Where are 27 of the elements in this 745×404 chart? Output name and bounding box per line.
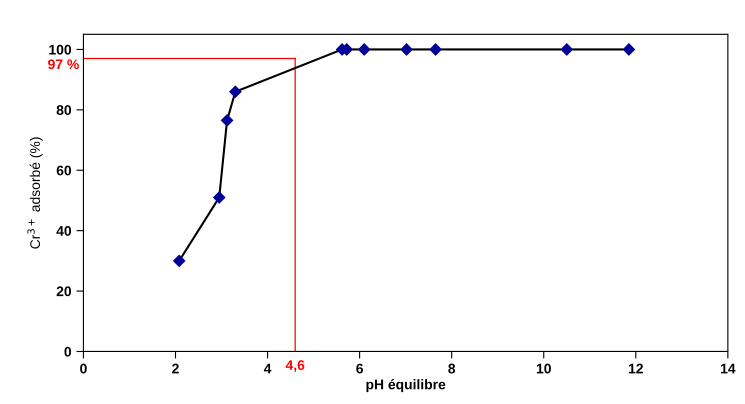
- point: [173, 254, 186, 267]
- point: [358, 43, 370, 56]
- y-tick-label: 60: [56, 166, 72, 176]
- x-tick-label: 4: [264, 364, 272, 374]
- y-tick-label: 0: [64, 346, 72, 357]
- y-axis-title: Cr$^{3+}$ adsorbé (%): [27, 137, 43, 249]
- point: [213, 191, 226, 204]
- y-tick-label: 20: [56, 286, 72, 296]
- x-tick-label: 0: [80, 364, 87, 374]
- x-axis-title: pH équilibre: [366, 379, 446, 392]
- y-tick-label: 40: [56, 226, 72, 236]
- point: [560, 43, 573, 56]
- point: [400, 43, 413, 56]
- y-tick-label: 100: [49, 44, 72, 55]
- point: [220, 114, 234, 127]
- point: [229, 86, 242, 98]
- x-tick-label: 12: [628, 364, 643, 374]
- x-tick-label: 10: [536, 364, 551, 374]
- x-tick-label: 2: [172, 364, 179, 374]
- x-tick-label: 8: [448, 364, 456, 374]
- point: [429, 43, 442, 56]
- x-tick-label: 6: [356, 364, 363, 374]
- ref-line-label: 4,6: [286, 360, 304, 372]
- point: [622, 43, 635, 56]
- x-tick-label: 14: [721, 364, 736, 374]
- ref-line-label: 97 %: [48, 59, 79, 70]
- y-tick-label: 80: [56, 105, 72, 116]
